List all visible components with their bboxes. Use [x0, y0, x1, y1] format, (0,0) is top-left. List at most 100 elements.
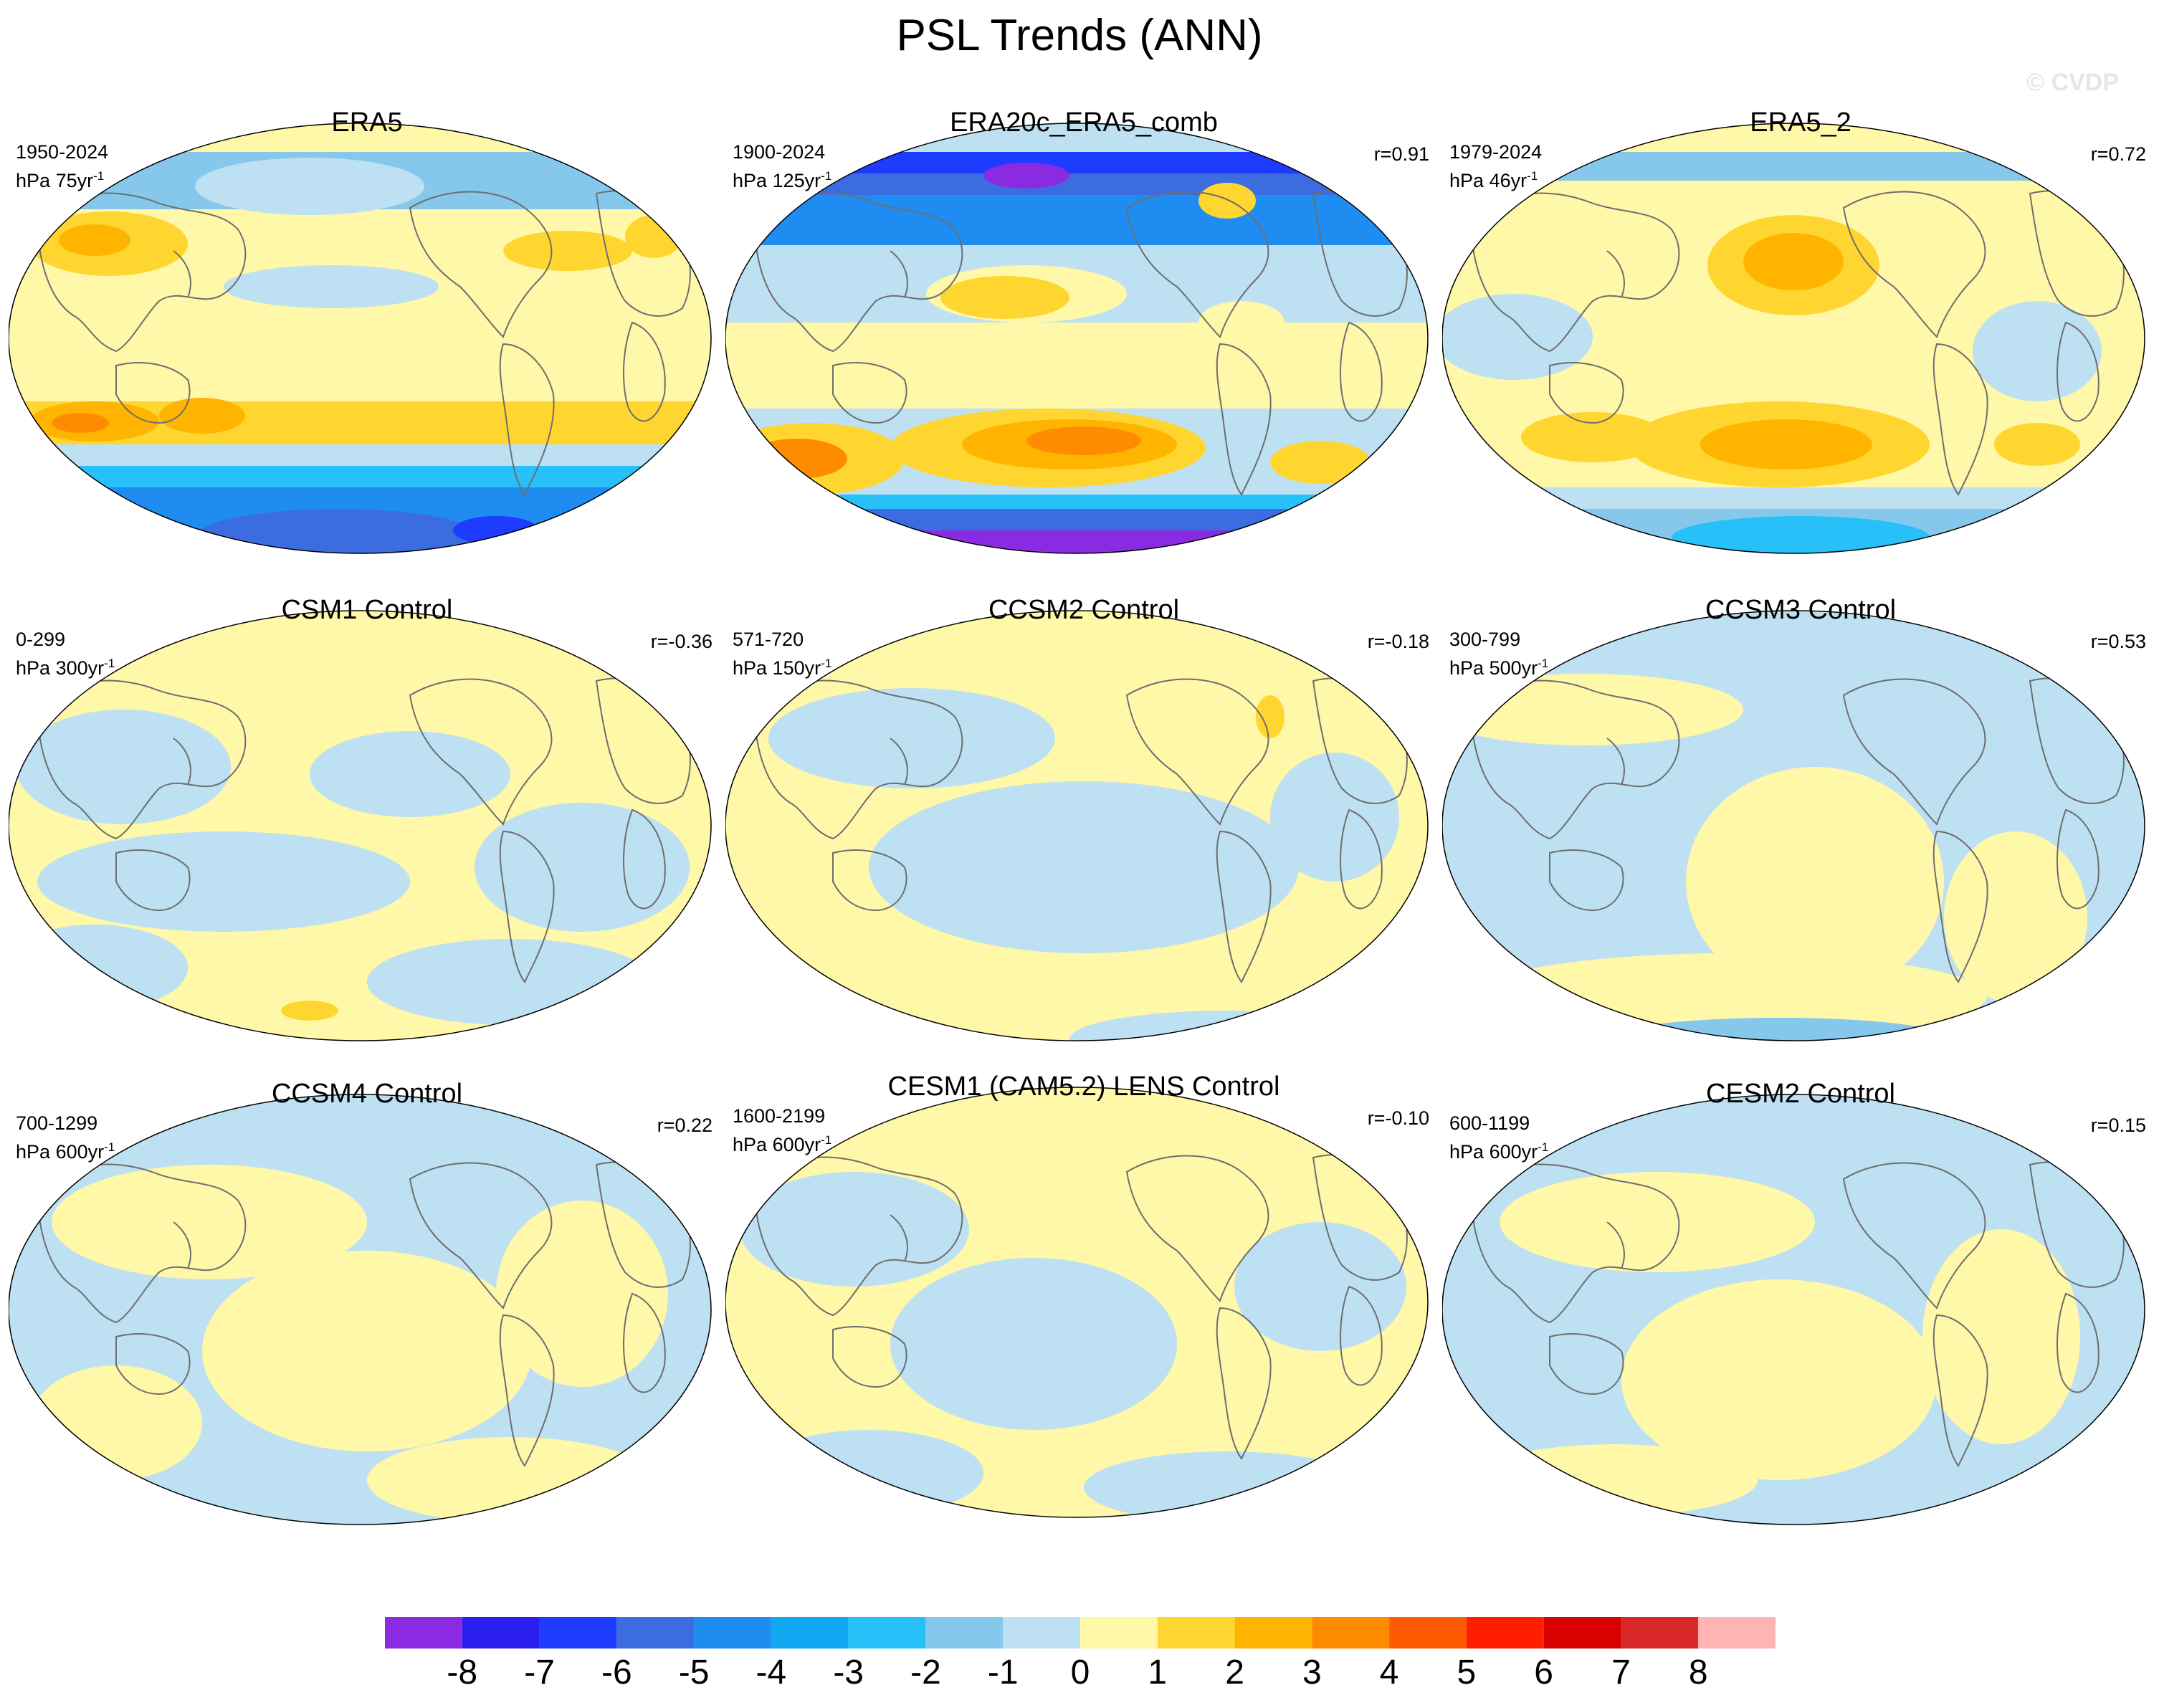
colorbar-tick-label: 6: [1534, 1654, 1553, 1692]
colorbar-swatch: [925, 1617, 1004, 1649]
colorbar-labels: -8 -7 -6 -5 -4 -3 -2 -1 0 1 2 3 4 5 6 7 8: [0, 1653, 2159, 1696]
colorbar-swatch: [539, 1617, 617, 1649]
correlation-value: r=-0.18: [1367, 631, 1429, 652]
trend-units: hPa 75yr-1: [16, 169, 105, 191]
coastline-outline: [36, 1161, 691, 1467]
coastline-outline: [36, 190, 691, 496]
map-panel: CCSM4 Control 700-1299 hPa 600yr-1 r=0.2…: [9, 1079, 725, 1566]
panel-title: ERA20c_ERA5_comb: [950, 108, 1218, 138]
panel-title: CCSM4 Control: [271, 1079, 463, 1109]
colorbar-tick-label: -1: [987, 1654, 1019, 1692]
colorbar-tick-label: 3: [1302, 1654, 1322, 1692]
colorbar-tick-label: 0: [1070, 1654, 1090, 1692]
correlation-value: r=0.72: [2090, 143, 2146, 165]
world-map: [1442, 610, 2145, 1041]
map-panel: CESM1 (CAM5.2) LENS Control 1600-2199 hP…: [725, 1072, 1442, 1559]
trend-units: hPa 500yr-1: [1449, 657, 1549, 679]
map-panel: CSM1 Control 0-299 hPa 300yr-1 r=-0.36: [9, 595, 725, 1082]
correlation-value: r=0.91: [1373, 143, 1429, 165]
colorbar-tick-label: -4: [756, 1654, 787, 1692]
colorbar-swatch: [616, 1617, 695, 1649]
colorbar-swatch: [1698, 1617, 1776, 1649]
world-map: [725, 1087, 1429, 1518]
colorbar-swatch: [1466, 1617, 1544, 1649]
map-panel: ERA5 1950-2024 hPa 75yr-1: [9, 108, 725, 595]
period-label: 571-720 hPa 150yr-1: [733, 628, 831, 680]
map-panel: ERA5_2 1979-2024 hPa 46yr-1 r=0.72: [1442, 108, 2159, 595]
trend-units: hPa 150yr-1: [733, 657, 832, 679]
years-label: 1950-2024: [16, 141, 109, 163]
colorbar-swatch: [694, 1617, 771, 1649]
panel-title: CCSM2 Control: [988, 595, 1180, 625]
colorbar-tick-label: 4: [1379, 1654, 1399, 1692]
trend-units: hPa 125yr-1: [733, 169, 832, 191]
coastline-outline: [36, 677, 691, 983]
world-map: [725, 610, 1429, 1041]
colorbar-tick-label: -2: [910, 1654, 941, 1692]
panel-title: CSM1 Control: [281, 595, 453, 625]
colorbar-swatch: [1543, 1617, 1621, 1649]
correlation-value: r=-0.10: [1367, 1107, 1429, 1129]
correlation-value: r=0.22: [657, 1115, 712, 1136]
colorbar-swatch: [385, 1617, 462, 1649]
colorbar-swatch: [1389, 1617, 1467, 1649]
colorbar-swatch: [1312, 1617, 1390, 1649]
years-label: 600-1199: [1449, 1112, 1530, 1134]
map-panel: ERA20c_ERA5_comb 1900-2024 hPa 125yr-1 r…: [725, 108, 1442, 595]
colorbar-swatch: [1157, 1617, 1235, 1649]
colorbar-tick-label: 7: [1611, 1654, 1631, 1692]
period-label: 600-1199 hPa 600yr-1: [1449, 1112, 1548, 1164]
years-label: 1900-2024: [733, 141, 826, 163]
colorbar-swatch: [1621, 1617, 1699, 1649]
trend-units: hPa 600yr-1: [16, 1140, 115, 1163]
panel-title: CESM2 Control: [1706, 1079, 1895, 1109]
trend-units: hPa 46yr-1: [1449, 169, 1538, 191]
correlation-value: r=-0.36: [650, 631, 712, 652]
colorbar-tick-label: -6: [601, 1654, 632, 1692]
correlation-value: r=0.15: [2090, 1115, 2146, 1136]
panel-title: CCSM3 Control: [1705, 595, 1897, 625]
panel-title: ERA5: [331, 108, 403, 138]
colorbar-swatch: [848, 1617, 926, 1649]
world-map: [9, 123, 712, 554]
colorbar-swatch: [462, 1617, 540, 1649]
colorbar-tick-label: -5: [678, 1654, 710, 1692]
colorbar-swatch: [1003, 1617, 1080, 1649]
coastline-outline: [1469, 677, 2125, 983]
world-map: [9, 610, 712, 1041]
map-panel: CCSM3 Control 300-799 hPa 500yr-1 r=0.53: [1442, 595, 2159, 1082]
world-map: [1442, 123, 2145, 554]
watermark: © CVDP: [2026, 69, 2119, 96]
panel-title: ERA5_2: [1750, 108, 1851, 138]
world-map: [1442, 1094, 2145, 1525]
colorbar-tick-label: -3: [833, 1654, 864, 1692]
period-label: 0-299 hPa 300yr-1: [16, 628, 115, 680]
years-label: 1600-2199: [733, 1105, 826, 1127]
world-map: [725, 123, 1429, 554]
years-label: 0-299: [16, 629, 66, 650]
colorbar-swatch: [1234, 1617, 1312, 1649]
colorbar-tick-label: -8: [447, 1654, 478, 1692]
period-label: 1950-2024 hPa 75yr-1: [16, 140, 108, 193]
years-label: 571-720: [733, 629, 804, 650]
period-label: 300-799 hPa 500yr-1: [1449, 628, 1548, 680]
colorbar-tick-label: 8: [1688, 1654, 1708, 1692]
figure-title: PSL Trends (ANN): [896, 11, 1263, 60]
colorbar-swatch: [1080, 1617, 1158, 1649]
map-panel: CESM2 Control 600-1199 hPa 600yr-1 r=0.1…: [1442, 1079, 2159, 1566]
colorbar: [385, 1617, 1776, 1649]
colorbar-tick-label: 1: [1148, 1654, 1168, 1692]
colorbar-tick-label: 2: [1225, 1654, 1244, 1692]
world-map: [9, 1094, 712, 1525]
years-label: 300-799: [1449, 629, 1521, 650]
panel-title: CESM1 (CAM5.2) LENS Control: [887, 1072, 1280, 1102]
period-label: 1900-2024 hPa 125yr-1: [733, 140, 831, 193]
trend-units: hPa 600yr-1: [733, 1133, 832, 1155]
years-label: 700-1299: [16, 1112, 98, 1134]
period-label: 700-1299 hPa 600yr-1: [16, 1112, 115, 1164]
years-label: 1979-2024: [1449, 141, 1543, 163]
correlation-value: r=0.53: [2090, 631, 2146, 652]
trend-units: hPa 600yr-1: [1449, 1140, 1549, 1163]
period-label: 1600-2199 hPa 600yr-1: [733, 1105, 831, 1157]
period-label: 1979-2024 hPa 46yr-1: [1449, 140, 1542, 193]
